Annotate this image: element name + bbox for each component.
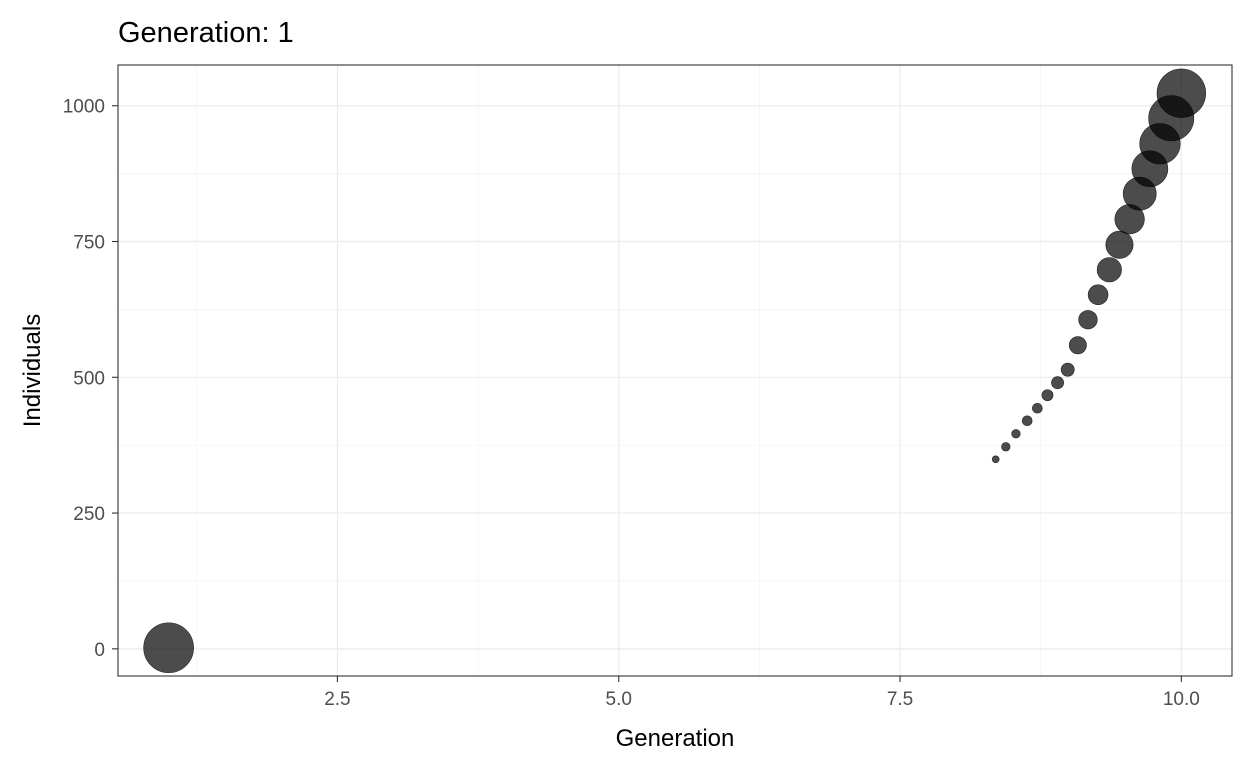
x-tick-label: 5.0 bbox=[606, 689, 632, 710]
x-axis-title: Generation bbox=[616, 725, 735, 752]
data-point bbox=[143, 622, 194, 674]
plot-panel-border bbox=[117, 64, 1233, 677]
y-tick-label: 0 bbox=[94, 640, 105, 661]
x-tick-label: 10.0 bbox=[1163, 689, 1200, 710]
data-point bbox=[991, 455, 1000, 464]
data-point bbox=[1087, 284, 1109, 306]
y-tick-label: 1000 bbox=[63, 97, 105, 118]
data-point bbox=[1060, 362, 1075, 377]
y-axis-title: Individuals bbox=[19, 314, 46, 427]
data-point bbox=[1001, 442, 1011, 452]
data-point bbox=[1011, 429, 1021, 439]
grid-lines bbox=[118, 65, 1232, 676]
x-tick-label: 2.5 bbox=[324, 689, 350, 710]
data-points bbox=[143, 68, 1207, 674]
data-point bbox=[1021, 415, 1033, 427]
chart-title: Generation: 1 bbox=[118, 17, 294, 49]
y-tick-label: 500 bbox=[73, 368, 105, 389]
x-tick-label: 7.5 bbox=[887, 689, 913, 710]
data-point bbox=[1105, 230, 1134, 259]
data-point bbox=[1041, 389, 1054, 402]
axes: 2.5 5.0 7.5 10.0 0 250 500 750 1000 bbox=[63, 97, 1200, 710]
data-point bbox=[1068, 336, 1087, 355]
data-point bbox=[1096, 257, 1122, 283]
data-point bbox=[1156, 68, 1207, 118]
data-point bbox=[1078, 310, 1098, 330]
data-point bbox=[1032, 402, 1043, 414]
y-tick-label: 250 bbox=[73, 504, 105, 525]
y-tick-label: 750 bbox=[73, 233, 105, 254]
data-point bbox=[1051, 376, 1065, 390]
